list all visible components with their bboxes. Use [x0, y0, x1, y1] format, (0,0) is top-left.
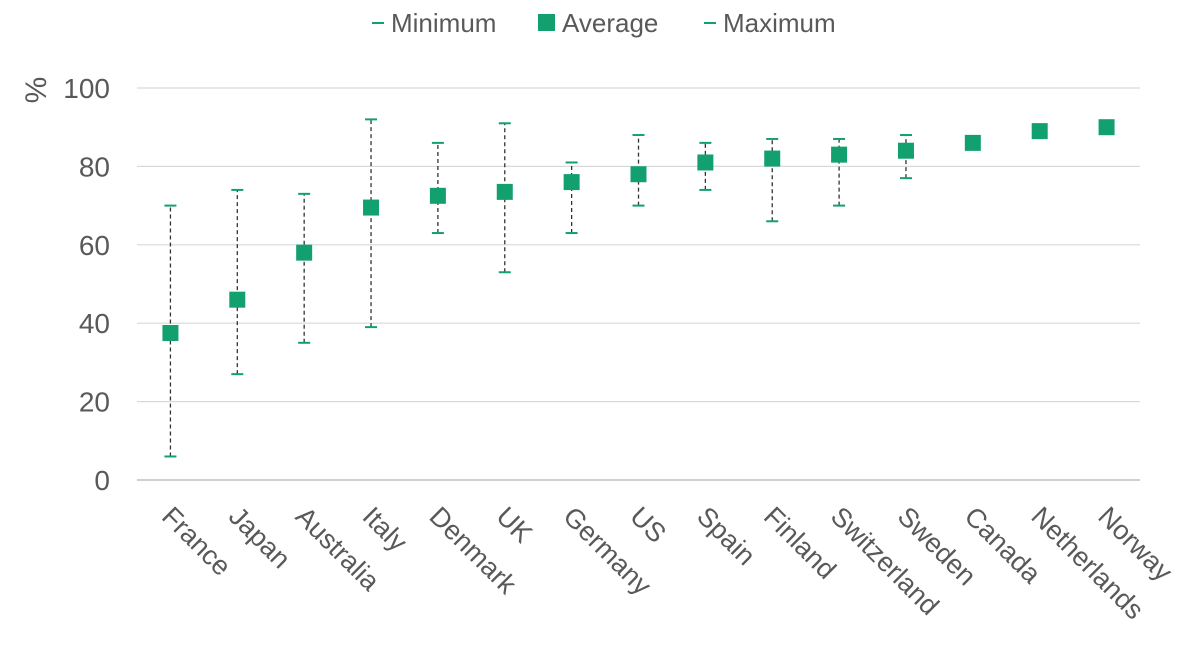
average-marker-australia [296, 244, 313, 261]
average-marker-france [162, 325, 179, 341]
average-marker-norway [1098, 119, 1115, 136]
average-marker-sweden [897, 142, 914, 159]
legend-item-maximum: Maximum [704, 8, 836, 38]
y-tick-label: 40 [79, 308, 110, 339]
average-marker-us [630, 166, 647, 183]
category-label-italy: Italy [357, 501, 414, 558]
y-tick-label: 0 [94, 465, 110, 496]
average-marker-finland [764, 150, 781, 167]
average-marker-denmark [429, 187, 446, 204]
y-tick-labels: 0 20 40 60 80 100 [63, 73, 110, 496]
category-label-us: US [624, 501, 672, 549]
y-tick-label: 20 [79, 387, 110, 418]
average-markers [162, 119, 1115, 341]
legend-item-minimum: Minimum [372, 8, 496, 38]
legend-average-marker [538, 14, 555, 31]
legend-item-average: Average [538, 8, 658, 38]
y-axis-title: % [20, 77, 53, 104]
legend-maximum-label: Maximum [723, 8, 836, 38]
y-tick-label: 100 [63, 73, 110, 104]
average-marker-switzerland [831, 146, 848, 163]
category-label-finland: Finland [758, 501, 842, 585]
legend-minimum-label: Minimum [391, 8, 496, 38]
error-bars [164, 118, 1046, 458]
average-marker-uk [496, 183, 513, 200]
category-label-france: France [156, 501, 237, 582]
category-label-uk: UK [491, 501, 539, 549]
category-label-japan: Japan [223, 501, 296, 574]
y-tick-label: 80 [79, 151, 110, 182]
average-marker-netherlands [1031, 123, 1048, 140]
average-marker-japan [229, 291, 246, 308]
average-marker-spain [697, 154, 714, 171]
y-tick-label: 60 [79, 230, 110, 261]
average-marker-germany [563, 174, 580, 191]
category-label-spain: Spain [691, 501, 761, 571]
average-marker-italy [363, 199, 380, 216]
average-marker-canada [964, 134, 981, 151]
legend: Minimum Average Maximum [372, 8, 836, 38]
legend-average-label: Average [562, 8, 658, 38]
